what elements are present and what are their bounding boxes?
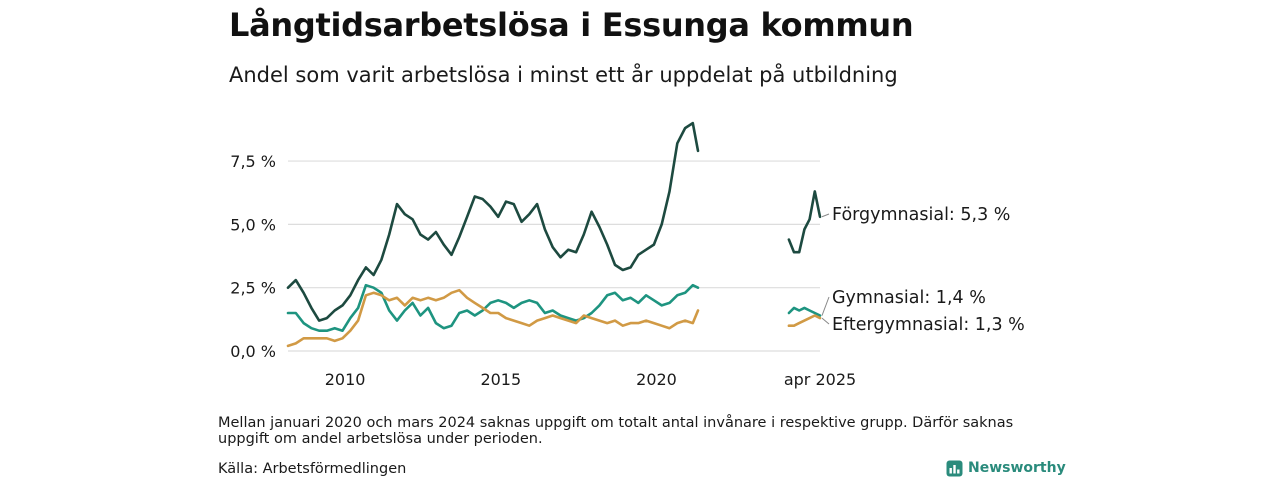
- series-end-label-gymnasial: Gymnasial: 1,4 %: [832, 288, 986, 308]
- label-leader-line: [821, 317, 830, 325]
- label-leader-line: [821, 213, 830, 218]
- chart-subtitle: Andel som varit arbetslösa i minst ett å…: [229, 63, 898, 87]
- brand-logo[interactable]: Newsworthy: [946, 459, 1066, 477]
- series-line-eftergymnasial: [787, 314, 822, 327]
- series-line-gymnasial: [286, 283, 700, 332]
- series-line-eftergymnasial: [286, 288, 700, 348]
- x-tick-label: 2015: [480, 370, 521, 389]
- y-tick-label: 7,5 %: [230, 152, 276, 171]
- x-tick-label: apr 2025: [784, 370, 856, 389]
- series-lines: [286, 121, 822, 348]
- footnote: Mellan januari 2020 och mars 2024 saknas…: [218, 415, 1014, 447]
- y-tick-label: 0,0 %: [230, 342, 276, 361]
- y-axis-ticks: 0,0 % 2,5 % 5,0 % 7,5 %: [230, 152, 276, 361]
- y-tick-label: 2,5 %: [230, 279, 276, 298]
- series-end-labels: Förgymnasial: 5,3 % Gymnasial: 1,4 % Efter…: [821, 205, 1025, 335]
- gridlines: [288, 160, 820, 352]
- x-axis-ticks: 2010 2015 2020 apr 2025: [325, 370, 856, 389]
- series-line-forgymnasial: [286, 121, 700, 322]
- series-line-forgymnasial: [787, 190, 822, 254]
- source-text: Källa: Arbetsförmedlingen: [218, 461, 407, 477]
- series-end-label-forgymnasial: Förgymnasial: 5,3 %: [832, 205, 1010, 225]
- line-chart: 0,0 % 2,5 % 5,0 % 7,5 % 2010 2015 2020 apr 202…: [230, 121, 1025, 389]
- x-tick-label: 2010: [325, 370, 366, 389]
- label-leader-line: [821, 296, 830, 316]
- series-line-gymnasial: [787, 306, 822, 317]
- bar-chart-logo-icon: [946, 460, 963, 476]
- brand-name: Newsworthy: [968, 460, 1066, 476]
- chart-title: Långtidsarbetslösa i Essunga kommun: [229, 6, 914, 44]
- y-tick-label: 5,0 %: [230, 215, 276, 234]
- x-tick-label: 2020: [636, 370, 677, 389]
- series-end-label-eftergymnasial: Eftergymnasial: 1,3 %: [832, 315, 1025, 335]
